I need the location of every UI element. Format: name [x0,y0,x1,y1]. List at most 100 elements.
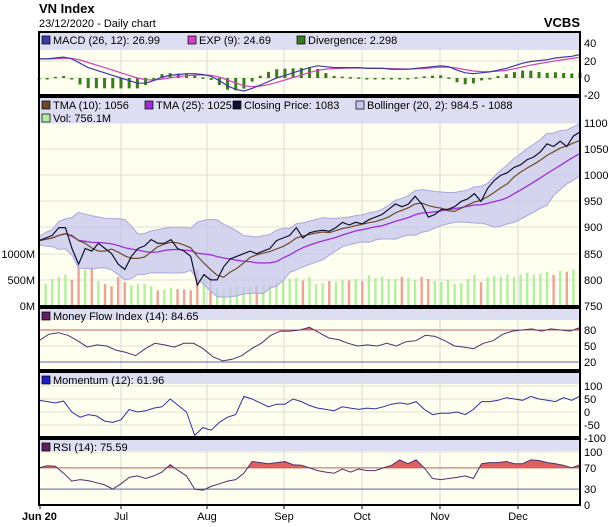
panel-frame [38,31,581,96]
divergence-bar [62,76,66,78]
volume-bar [202,276,206,306]
volume-bar [321,283,324,306]
volume-bar [110,286,113,306]
divergence-bar [103,78,107,89]
volume-bar [182,289,186,306]
volume-bar [473,274,476,306]
y-tick-label: 50 [584,341,596,353]
volume-bar [163,289,166,306]
legend-swatch [41,35,51,45]
volume-bar [288,278,291,306]
volume-bar [301,280,305,306]
legend-item: Vol: 756.1M [53,113,111,125]
legend-swatch [355,100,365,110]
y-tick-label: 850 [584,249,602,261]
volume-bar [275,282,278,306]
legend-item: EXP (9): 24.69 [199,35,271,47]
volume-bar [70,280,74,306]
legend-item: RSI (14): 75.59 [53,442,128,454]
divergence-bar [45,78,49,80]
volume-bar [156,290,159,306]
volume-bar [387,278,390,306]
x-tick-label: Nov [430,511,450,523]
volume-bar [532,274,536,306]
y-tick-label: 1000 [584,170,608,182]
overbought-fill [39,459,580,468]
volume-bar [169,287,173,306]
divergence-bar [119,78,123,89]
y-tick-label: -50 [584,420,600,432]
legend-item: TMA (25): 1025 [156,100,232,112]
volume-bar [295,277,298,306]
legend-item: Money Flow Index (14): 84.65 [53,311,199,323]
volume-bar [334,282,338,306]
volume-bar [367,275,371,306]
divergence-bar [463,78,467,85]
volume-bar [347,280,351,306]
divergence-bar [283,68,287,78]
divergence-bar [250,78,254,82]
divergence-bar [53,76,57,79]
divergence-bar [365,78,369,80]
divergence-bar [521,70,525,78]
volume-bar [466,278,470,306]
divergence-bar [471,78,475,84]
volume-bar [493,275,496,306]
rsi-line [38,459,581,491]
divergence-bar [496,75,500,78]
divergence-bar [275,69,279,78]
x-tick-label: Sep [274,511,294,523]
volume-bar [427,278,430,306]
volume-bar [413,280,417,306]
volume-bar [268,284,272,306]
divergence-bar [381,78,385,80]
legend-item: TMA (10): 1056 [53,100,129,112]
panel-frame [38,307,581,371]
volume-bar [407,277,410,306]
tma25-line [38,152,581,264]
legend-swatch [187,35,197,45]
y-tick-label: 0 [584,500,590,512]
panel-frame [38,438,581,506]
y-tick-label: 1050 [584,144,608,156]
volume-bar [77,265,80,306]
divergence-bar [201,77,205,79]
y-tick-label: 20 [584,56,596,68]
divergence-bar [160,74,164,78]
divergence-bar [226,78,230,90]
volume-bar [189,290,192,306]
panel-frame [38,371,581,438]
volume-bar [526,272,529,306]
volume-bar [420,276,423,306]
y-tick-label: 30 [584,484,596,496]
volume-bar [242,286,245,306]
legend-item: Bollinger (20, 2): 984.5 - 1088 [367,100,513,112]
divergence-bar [193,75,197,78]
volume-bar [123,282,126,306]
y-tick-label: 800 [584,275,602,287]
volume-bar [328,281,331,306]
volume-bar [90,266,93,306]
macd-line [39,53,581,92]
y-tick-label: 0 [584,73,590,85]
volume-bar [354,278,357,306]
volume-bar [143,283,146,306]
volume-bar [559,270,562,306]
volume-bar [374,277,377,306]
divergence-bar [70,78,74,80]
divergence-bar [455,78,459,83]
y-tick-label: 100 [584,381,602,393]
divergence-bar [144,78,148,85]
y-tick-label: -100 [584,433,606,445]
volume-bar [149,286,153,306]
x-tick-label: Jul [114,511,128,523]
divergence-bar [488,78,492,80]
divergence-bar [562,72,566,78]
volume-bar [440,282,443,306]
divergence-bar [430,75,434,78]
volume-bar [565,271,569,306]
volume-bar [44,284,47,306]
divergence-bar [267,71,271,78]
y-tick-label: -20 [584,90,600,102]
